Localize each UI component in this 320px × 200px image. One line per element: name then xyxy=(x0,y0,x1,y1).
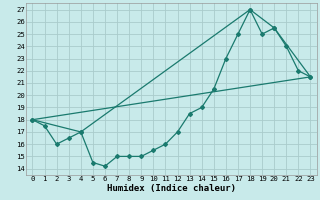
X-axis label: Humidex (Indice chaleur): Humidex (Indice chaleur) xyxy=(107,184,236,193)
